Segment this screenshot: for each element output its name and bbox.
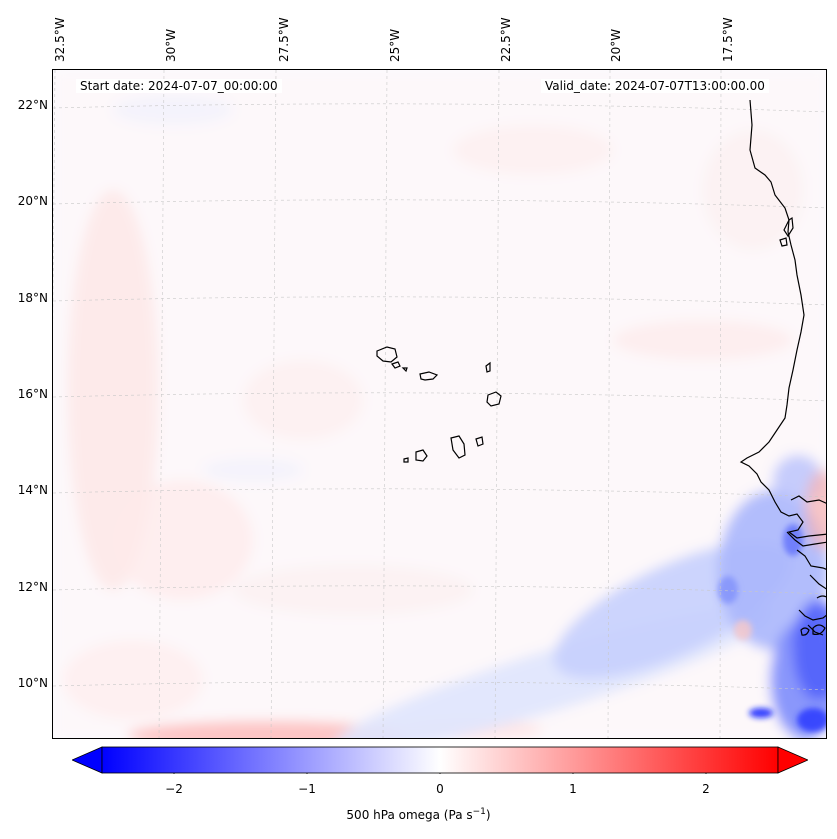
island-sao-nicolau [419, 371, 439, 381]
island-fogo [415, 449, 428, 462]
africa-coastline [739, 99, 826, 539]
lon-label: 32.5°W [53, 17, 67, 62]
island-sao-vicente [391, 361, 401, 369]
colorbar-tick-label: −2 [165, 782, 183, 796]
lat-label: 16°N [17, 387, 48, 401]
graticule [53, 70, 826, 738]
omega-field [53, 70, 826, 738]
island-santiago [450, 435, 466, 459]
lat-label: 18°N [17, 291, 48, 305]
lat-label: 22°N [17, 98, 48, 112]
colorbar-label: 500 hPa omega (Pa s−1) [346, 807, 491, 822]
colorbar-tick-label: 1 [569, 782, 577, 796]
valid-date-annotation: Valid_date: 2024-07-07T13:00:00.00 [541, 79, 769, 93]
colorbar [72, 746, 808, 774]
lon-label: 22.5°W [499, 17, 513, 62]
gambia-river [790, 495, 826, 504]
lon-label: 17.5°W [721, 17, 735, 62]
map-panel [52, 69, 827, 739]
island-maio [475, 436, 484, 447]
colorbar-body [101, 746, 779, 774]
lon-label: 25°W [388, 28, 402, 62]
island-brava [403, 457, 409, 463]
lon-label: 27.5°W [277, 17, 291, 62]
island-santo-antao [376, 346, 398, 363]
island-santa-luzia [401, 367, 408, 373]
start-date-annotation: Start date: 2024-07-07_00:00:00 [76, 79, 282, 93]
colorbar-tick-label: −1 [298, 782, 316, 796]
island-boa-vista [486, 391, 502, 407]
colorbar-tick-label: 2 [702, 782, 710, 796]
lon-label: 20°W [609, 28, 623, 62]
omega-strong-cells [718, 524, 826, 732]
map-canvas [53, 70, 826, 738]
lat-label: 20°N [17, 194, 48, 208]
colorbar-low-extension [72, 746, 103, 774]
lat-label: 10°N [17, 676, 48, 690]
colorbar-high-extension [777, 746, 808, 774]
lon-label: 30°W [164, 28, 178, 62]
colorbar-tick-label: 0 [436, 782, 444, 796]
lat-label: 12°N [17, 580, 48, 594]
colorbar-tick-marks [173, 773, 707, 774]
lat-label: 14°N [17, 483, 48, 497]
island-sal [485, 361, 491, 373]
coastlines [376, 99, 826, 636]
